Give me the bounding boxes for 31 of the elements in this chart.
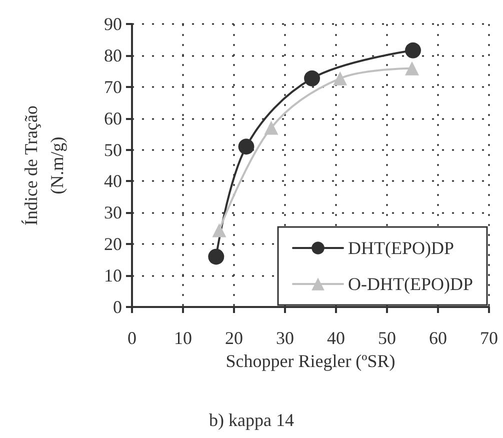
x-tick-label: 30 <box>276 328 294 348</box>
y-tick-label: 60 <box>104 108 122 128</box>
legend-label: O-DHT(EPO)DP <box>348 274 474 294</box>
point <box>212 223 226 238</box>
y-tick-label: 20 <box>104 234 122 254</box>
y-tick-label: 90 <box>104 14 122 34</box>
point <box>238 138 254 155</box>
y-tick-label: 80 <box>104 45 122 66</box>
point <box>405 42 422 58</box>
y-tick-label: 10 <box>104 266 122 286</box>
x-tick-label: 0 <box>128 328 136 348</box>
y-tick-label: 70 <box>104 76 122 97</box>
x-axis-title: Schopper Riegler (ºSR) <box>226 350 396 371</box>
y-tick-label: 30 <box>104 202 122 223</box>
point <box>208 248 224 265</box>
x-tick-label: 20 <box>225 328 243 348</box>
y-tick-label: 50 <box>104 140 122 160</box>
point <box>404 61 419 76</box>
y-axis-title: Índice de Tração (N.m/g) <box>21 106 67 226</box>
x-tick-label: 10 <box>174 328 192 348</box>
x-tick-label: 50 <box>378 328 396 348</box>
x-tick-label: 70 <box>480 328 498 348</box>
point <box>264 120 278 135</box>
y-tick-label: 0 <box>113 297 122 317</box>
y-tick-label: 40 <box>104 171 122 192</box>
x-tick-label: 40 <box>327 328 345 348</box>
text: b) kappa 14 <box>209 410 294 430</box>
x-tick-label: 60 <box>429 328 447 348</box>
legend-label: DHT(EPO)DP <box>348 238 454 258</box>
point <box>304 70 320 86</box>
point <box>333 71 348 86</box>
